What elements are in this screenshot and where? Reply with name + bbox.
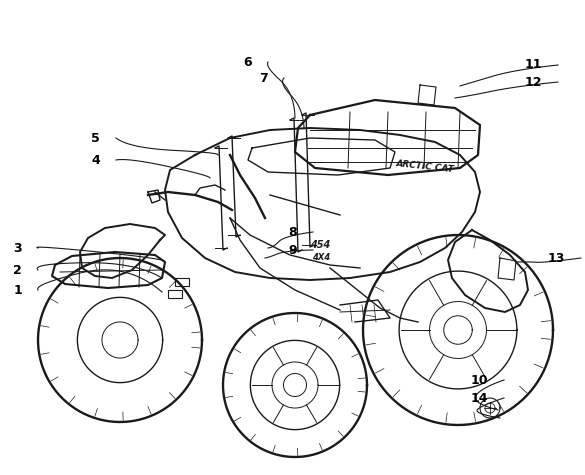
Text: 9: 9 bbox=[288, 244, 297, 256]
Text: 12: 12 bbox=[525, 76, 542, 88]
Text: 2: 2 bbox=[13, 264, 22, 276]
Text: 3: 3 bbox=[13, 241, 22, 255]
Text: 4X4: 4X4 bbox=[312, 253, 331, 262]
Text: 454: 454 bbox=[310, 240, 331, 250]
Text: 14: 14 bbox=[470, 391, 488, 405]
Text: 10: 10 bbox=[470, 373, 488, 387]
Text: 11: 11 bbox=[525, 58, 542, 72]
Text: 4: 4 bbox=[91, 153, 100, 167]
Text: 13: 13 bbox=[548, 251, 565, 265]
Text: 8: 8 bbox=[288, 226, 297, 238]
Text: 1: 1 bbox=[13, 284, 22, 296]
Bar bbox=[168, 290, 182, 298]
Bar bbox=[175, 278, 189, 286]
Text: 5: 5 bbox=[91, 132, 100, 144]
Text: 7: 7 bbox=[259, 72, 268, 85]
Text: ARCTIC CAT: ARCTIC CAT bbox=[395, 159, 454, 174]
Text: 6: 6 bbox=[243, 56, 252, 68]
